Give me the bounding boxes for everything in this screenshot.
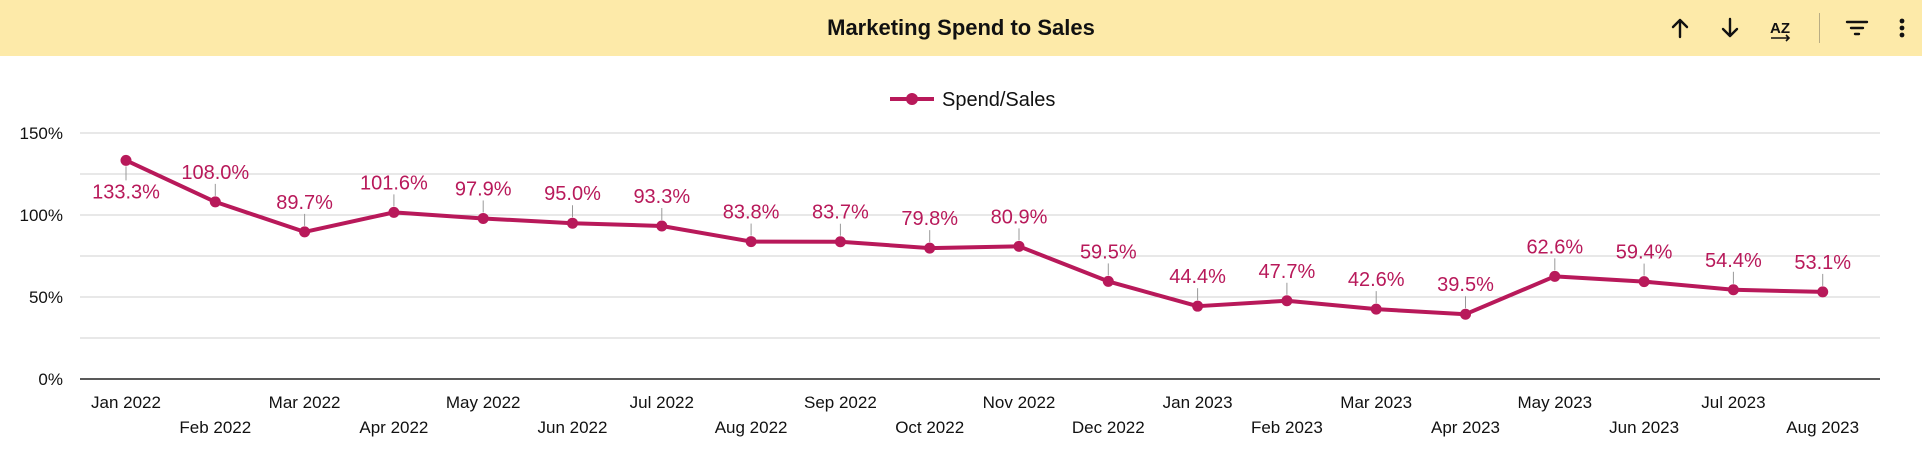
- sort-az-text: AZ: [1770, 20, 1790, 37]
- data-label: 83.7%: [812, 202, 869, 224]
- data-label: 79.8%: [901, 208, 958, 230]
- data-point: [1817, 286, 1829, 298]
- data-label: 101.6%: [360, 172, 428, 194]
- x-tick-label: Apr 2022: [359, 418, 428, 437]
- legend-marker: [906, 93, 918, 105]
- data-point: [1102, 275, 1114, 287]
- x-tick-label: Jun 2023: [1609, 418, 1679, 437]
- x-tick-label: Oct 2022: [895, 418, 964, 437]
- x-tick-label: Feb 2022: [179, 418, 251, 437]
- data-point: [1460, 308, 1471, 320]
- sort-alphabetical-button[interactable]: AZ: [1755, 0, 1805, 56]
- data-point: [1013, 240, 1025, 252]
- x-tick-label: Feb 2023: [1251, 418, 1323, 437]
- data-label: 47.7%: [1259, 261, 1316, 283]
- y-tick-label: 50%: [29, 288, 63, 307]
- y-tick-label: 0%: [38, 370, 63, 389]
- series-line: [125, 158, 1823, 317]
- data-point: [388, 206, 400, 218]
- data-point: [924, 242, 936, 254]
- toolbar-divider: [1819, 13, 1820, 43]
- data-point: [299, 226, 311, 238]
- x-tick-label: Jul 2022: [630, 393, 694, 412]
- data-point: [1192, 300, 1204, 312]
- data-label: 42.6%: [1348, 269, 1405, 291]
- chart-toolbar: AZ: [1655, 0, 1922, 56]
- x-tick-label: Aug 2023: [1786, 418, 1859, 437]
- data-label: 59.4%: [1616, 242, 1673, 264]
- more-vert-icon: [1899, 18, 1905, 38]
- data-label: 54.4%: [1705, 250, 1762, 272]
- data-label: 93.3%: [633, 186, 690, 208]
- sort-az-icon: AZ: [1770, 20, 1791, 42]
- filter-icon: [1845, 20, 1869, 36]
- data-point: [834, 236, 846, 248]
- data-label: 53.1%: [1794, 252, 1851, 274]
- data-label: 59.5%: [1080, 241, 1137, 263]
- arrow-down-icon: [1721, 17, 1739, 38]
- data-label: 97.9%: [455, 178, 512, 200]
- x-tick-label: Mar 2023: [1340, 393, 1412, 412]
- data-label: 83.8%: [723, 202, 780, 224]
- data-label: 44.4%: [1169, 266, 1226, 288]
- data-point: [1281, 295, 1293, 307]
- data-point: [1370, 303, 1382, 315]
- data-label: 39.5%: [1437, 274, 1494, 296]
- data-point: [1549, 270, 1561, 282]
- data-point: [1727, 284, 1739, 296]
- chart-title: Marketing Spend to Sales: [827, 15, 1095, 40]
- x-tick-label: Jul 2023: [1701, 393, 1765, 412]
- data-point: [656, 220, 668, 232]
- x-tick-label: Apr 2023: [1431, 418, 1500, 437]
- data-label: 62.6%: [1526, 236, 1583, 258]
- legend-label: Spend/Sales: [942, 89, 1055, 111]
- more-options-button[interactable]: [1882, 0, 1922, 56]
- data-point: [567, 217, 578, 229]
- chart-header: Marketing Spend to Sales AZ: [0, 0, 1922, 56]
- x-tick-label: Jun 2022: [538, 418, 608, 437]
- y-tick-label: 150%: [20, 124, 63, 143]
- data-label: 95.0%: [544, 183, 601, 205]
- x-tick-label: Jan 2022: [91, 393, 161, 412]
- data-label: 133.3%: [92, 181, 160, 203]
- sort-descending-button[interactable]: [1705, 0, 1755, 56]
- data-point: [745, 236, 757, 248]
- x-tick-label: May 2023: [1517, 393, 1592, 412]
- sort-ascending-button[interactable]: [1655, 0, 1705, 56]
- x-tick-label: May 2022: [446, 393, 521, 412]
- data-point: [120, 154, 132, 166]
- arrow-up-icon: [1671, 18, 1689, 39]
- x-tick-label: Aug 2022: [715, 418, 788, 437]
- data-label: 108.0%: [181, 162, 249, 184]
- y-tick-label: 100%: [20, 206, 63, 225]
- data-label: 80.9%: [991, 206, 1048, 228]
- line-chart: 0% 50% 100% 150% Jan 2022 Feb 2022 Mar 2022 Apr…: [20, 89, 1880, 437]
- x-tick-label: Dec 2022: [1072, 418, 1145, 437]
- x-tick-label: Mar 2022: [269, 393, 341, 412]
- x-tick-label: Jan 2023: [1163, 393, 1233, 412]
- x-tick-label: Nov 2022: [983, 393, 1056, 412]
- data-label: 89.7%: [276, 192, 333, 214]
- x-tick-label: Sep 2022: [804, 393, 877, 412]
- data-point: [1638, 276, 1650, 288]
- data-point: [477, 212, 489, 224]
- data-point: [209, 196, 221, 208]
- chart-area: 0% 50% 100% 150% Jan 2022 Feb 2022 Mar 2022 Apr…: [0, 56, 1922, 470]
- filter-button[interactable]: [1832, 0, 1882, 56]
